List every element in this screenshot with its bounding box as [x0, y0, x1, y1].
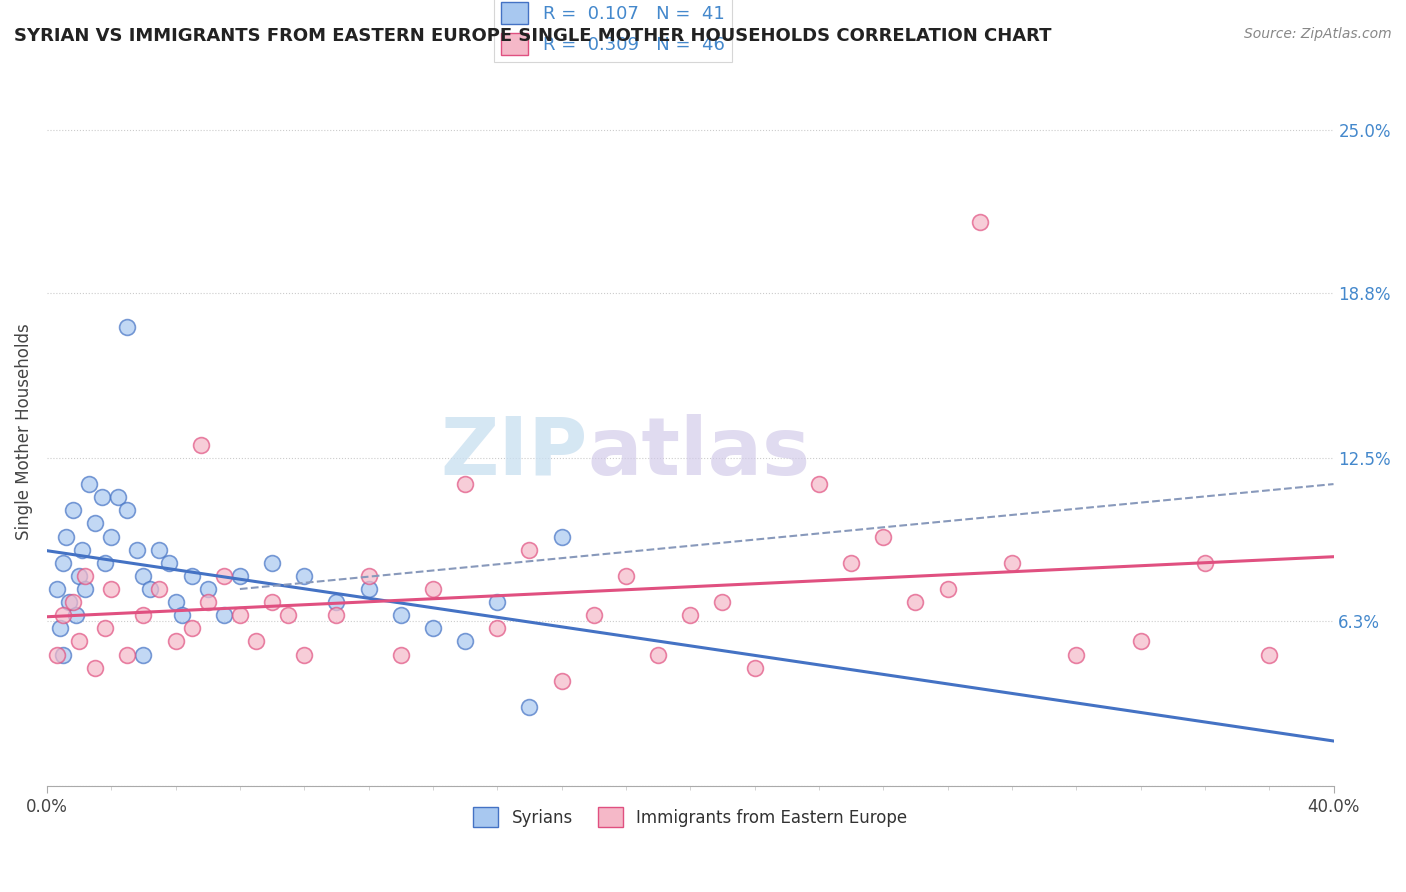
Point: [190, 438, 212, 452]
Point: [357, 569, 380, 583]
Point: [75, 569, 97, 583]
Point: [229, 608, 252, 623]
Point: [454, 634, 477, 648]
Point: [72, 542, 94, 557]
Point: [117, 648, 139, 662]
Text: Source: ZipAtlas.com: Source: ZipAtlas.com: [1244, 27, 1392, 41]
Point: [486, 595, 509, 609]
Point: [936, 582, 959, 596]
Point: [357, 582, 380, 596]
Point: [180, 621, 202, 635]
Point: [679, 608, 702, 623]
Point: [229, 569, 252, 583]
Point: [125, 542, 148, 557]
Point: [872, 530, 894, 544]
Point: [62, 503, 84, 517]
Point: [212, 569, 235, 583]
Point: [157, 556, 180, 570]
Point: [148, 542, 170, 557]
Point: [132, 648, 155, 662]
Point: [807, 477, 830, 491]
Point: [744, 661, 766, 675]
Point: [904, 595, 927, 609]
Point: [260, 595, 283, 609]
Point: [197, 582, 219, 596]
Point: [52, 608, 75, 623]
Point: [550, 673, 572, 688]
Text: ZIP: ZIP: [440, 414, 588, 491]
Point: [132, 569, 155, 583]
Point: [1194, 556, 1216, 570]
Point: [1129, 634, 1152, 648]
Point: [180, 569, 202, 583]
Point: [325, 595, 347, 609]
Point: [100, 582, 122, 596]
Point: [77, 477, 100, 491]
Point: [277, 608, 299, 623]
Point: [90, 490, 112, 504]
Point: [647, 648, 669, 662]
Point: [94, 556, 117, 570]
Point: [62, 595, 84, 609]
Point: [422, 621, 444, 635]
Point: [117, 503, 139, 517]
Point: [389, 608, 412, 623]
Point: [292, 648, 315, 662]
Point: [45, 582, 67, 596]
Point: [245, 634, 267, 648]
Text: SYRIAN VS IMMIGRANTS FROM EASTERN EUROPE SINGLE MOTHER HOUSEHOLDS CORRELATION CH: SYRIAN VS IMMIGRANTS FROM EASTERN EUROPE…: [14, 27, 1052, 45]
Y-axis label: Single Mother Households: Single Mother Households: [15, 323, 32, 540]
Text: atlas: atlas: [588, 414, 810, 491]
Point: [117, 319, 139, 334]
Point: [582, 608, 605, 623]
Point: [1001, 556, 1024, 570]
Point: [132, 608, 155, 623]
Point: [292, 569, 315, 583]
Point: [422, 582, 444, 596]
Point: [197, 595, 219, 609]
Point: [389, 648, 412, 662]
Point: [212, 608, 235, 623]
Point: [52, 556, 75, 570]
Point: [139, 582, 162, 596]
Point: [711, 595, 734, 609]
Point: [107, 490, 129, 504]
Point: [67, 634, 90, 648]
Point: [839, 556, 862, 570]
Point: [58, 595, 80, 609]
Point: [614, 569, 637, 583]
Point: [52, 648, 75, 662]
Point: [100, 530, 122, 544]
Point: [550, 530, 572, 544]
Point: [519, 542, 541, 557]
Point: [969, 215, 991, 229]
Point: [260, 556, 283, 570]
Point: [65, 608, 87, 623]
Point: [325, 608, 347, 623]
Point: [49, 621, 72, 635]
Point: [1258, 648, 1281, 662]
Point: [94, 621, 117, 635]
Point: [486, 621, 509, 635]
Point: [165, 634, 187, 648]
Point: [75, 582, 97, 596]
Point: [165, 595, 187, 609]
Point: [45, 648, 67, 662]
Point: [148, 582, 170, 596]
Point: [170, 608, 193, 623]
Point: [84, 516, 107, 531]
Point: [519, 700, 541, 714]
Legend: Syrians, Immigrants from Eastern Europe: Syrians, Immigrants from Eastern Europe: [467, 800, 914, 834]
Point: [1064, 648, 1087, 662]
Point: [67, 569, 90, 583]
Point: [454, 477, 477, 491]
Point: [84, 661, 107, 675]
Point: [55, 530, 77, 544]
